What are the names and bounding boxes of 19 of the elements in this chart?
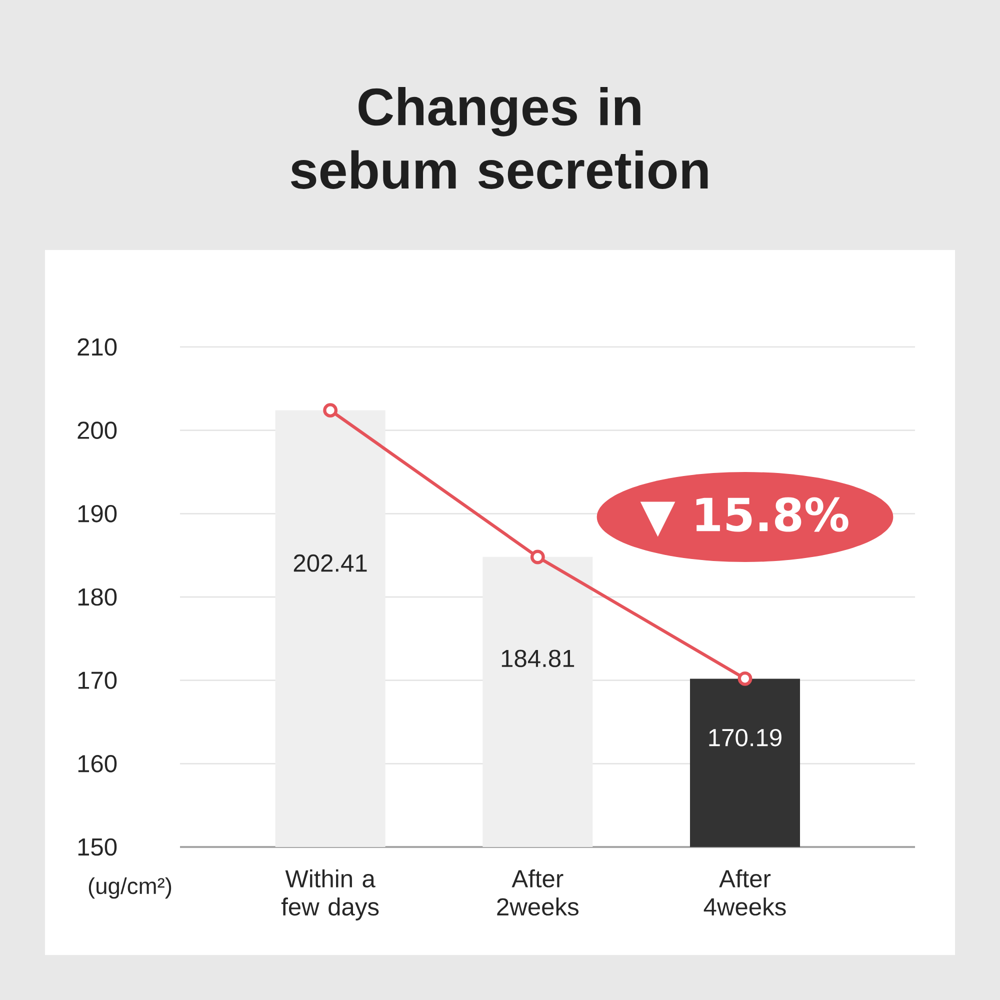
point	[738, 671, 752, 686]
point	[323, 403, 338, 418]
x-tick-label: After 4weeks	[704, 869, 786, 916]
chart-title: Changes in sebum secretion	[290, 86, 708, 189]
x-tick-label: Within a few days	[281, 869, 379, 920]
data-label: 202.41	[294, 554, 367, 572]
y-axis-title: (ug/cm²)	[88, 877, 172, 899]
y-tick-label: 200	[78, 422, 117, 440]
y-tick-label: 150	[78, 838, 117, 856]
data-label: 170.19	[709, 728, 782, 746]
y-tick-label: 160	[78, 754, 117, 772]
data-label: 184.81	[502, 650, 574, 668]
y-tick-label: 190	[78, 504, 117, 522]
annotation: ▼ 15.8%	[640, 497, 848, 537]
x-tick-label: After 2weeks	[497, 869, 578, 916]
y-tick-label: 170	[78, 672, 117, 690]
y-tick-label: 210	[78, 338, 117, 356]
y-tick-label: 180	[78, 588, 117, 606]
point	[530, 550, 545, 564]
